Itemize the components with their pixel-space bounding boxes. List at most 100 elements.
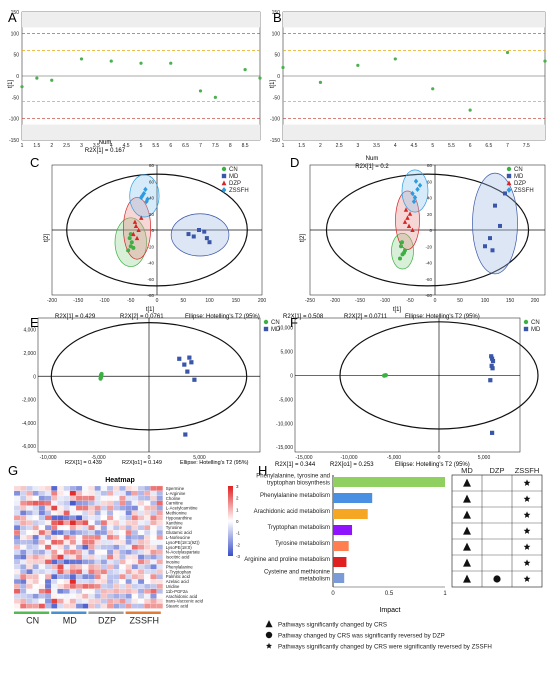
panel-c-point-zssfh	[143, 186, 148, 192]
panel-e-ytick: 4,000	[23, 328, 36, 334]
heatmap-row-label: Tyrosine	[166, 525, 183, 530]
heatmap-cell	[113, 490, 120, 496]
panel-c-legend-marker	[221, 187, 227, 193]
heatmap-cell	[51, 598, 58, 604]
heatmap-cell	[13, 569, 21, 575]
heatmap-cell	[69, 554, 77, 560]
heatmap-cell	[32, 588, 39, 594]
heatmap-cell	[144, 574, 151, 580]
heatmap-cell	[26, 485, 33, 491]
heatmap-row-label: L-Arginine	[166, 491, 186, 496]
heatmap-cell	[44, 598, 52, 604]
panel-f-point-md	[489, 354, 494, 359]
heatmap-cell	[131, 485, 139, 491]
heatmap-cell	[137, 515, 145, 521]
heatmap-cell	[125, 588, 132, 594]
panel-d-xtick: 200	[531, 298, 540, 304]
heatmap-scale-tick: 1	[236, 507, 239, 512]
panel-c-ytick: -20	[147, 244, 154, 249]
heatmap-cell	[69, 534, 77, 540]
heatmap-cell	[32, 530, 39, 536]
panel-b-xtick: 2.5	[336, 143, 343, 149]
heatmap-cell	[26, 515, 33, 521]
panel-e-point-md	[192, 377, 197, 382]
pathway-table-star-icon	[523, 511, 531, 518]
heatmap-cell	[51, 603, 58, 609]
heatmap-cell	[26, 539, 33, 545]
heatmap-cell	[119, 554, 126, 560]
heatmap-cell	[51, 559, 58, 565]
heatmap-cell	[113, 593, 120, 599]
heatmap-cell	[119, 520, 126, 526]
note-star-icon	[266, 642, 272, 649]
heatmap-cell	[113, 505, 120, 511]
heatmap-cell	[26, 549, 33, 555]
heatmap-cell	[57, 569, 64, 575]
heatmap-cell	[125, 485, 132, 491]
heatmap-cell	[125, 603, 132, 609]
heatmap-cell	[75, 544, 83, 550]
pathway-table-header: DZP	[490, 466, 505, 475]
panel-e-foot-2: R2X[o1] = 0.149	[122, 460, 162, 466]
pathway-table-header: MD	[461, 466, 473, 475]
pathway-table-star-icon	[523, 527, 531, 534]
panel-b-point	[468, 108, 472, 112]
heatmap-cell	[125, 569, 132, 575]
heatmap-cell	[75, 569, 83, 575]
heatmap-cell	[156, 490, 163, 496]
panel-a-ytick: -50	[12, 95, 19, 101]
panel-e-ytick: 0	[33, 374, 36, 380]
heatmap-cell	[88, 520, 95, 526]
panel-c-point-dzp	[139, 215, 144, 220]
panel-b-point	[505, 50, 510, 55]
panel-d-point-dzp	[403, 207, 409, 212]
heatmap-cell	[113, 603, 120, 609]
heatmap-cell	[69, 490, 77, 496]
panel-c-legend-label: ZSSFH	[229, 188, 249, 194]
panel-d-legend-marker	[506, 173, 512, 179]
panel-c-point-zssfh	[144, 198, 149, 205]
heatmap-cell	[44, 549, 52, 555]
heatmap-cell	[94, 564, 101, 570]
heatmap-cell	[137, 574, 145, 580]
heatmap-cell	[125, 554, 132, 560]
heatmap-cell	[82, 574, 89, 580]
heatmap-cell	[57, 490, 64, 496]
heatmap-cell	[20, 495, 27, 501]
panel-b-xtick: 3	[356, 143, 359, 149]
heatmap-row-label: Xanthine	[166, 520, 184, 525]
heatmap-cell	[156, 549, 163, 555]
panel-c-point-md	[186, 232, 191, 237]
heatmap-cell	[156, 593, 163, 599]
heatmap-cell	[32, 534, 39, 540]
heatmap-cell	[75, 564, 83, 570]
heatmap-cell	[100, 544, 108, 550]
panel-d-point-md	[483, 244, 487, 249]
heatmap-cell	[69, 564, 77, 570]
heatmap-cell	[119, 525, 126, 531]
panel-c-ytick: -40	[147, 261, 154, 266]
pathway-label: metabolism	[299, 577, 330, 583]
panel-d-point-zssfh	[412, 194, 418, 201]
heatmap-cell	[63, 495, 70, 501]
heatmap-cell	[150, 515, 157, 521]
heatmap-cell	[125, 593, 132, 599]
heatmap-cell	[137, 569, 145, 575]
heatmap-cell	[113, 583, 120, 589]
heatmap-cell	[150, 549, 157, 555]
heatmap-cell	[20, 588, 27, 594]
heatmap-cell	[156, 530, 163, 536]
panel-d-point-zssfh	[413, 178, 419, 184]
heatmap-cell	[20, 564, 27, 570]
panel-c-foot-1: R2X[1] = 0.429	[55, 314, 96, 320]
panel-a-xtick: 6.5	[182, 143, 189, 149]
heatmap-cell	[150, 574, 157, 580]
heatmap-cell	[106, 534, 114, 540]
heatmap-cell	[57, 495, 64, 501]
heatmap-cell	[32, 520, 39, 526]
panel-b-xtick: 7.5	[523, 143, 530, 149]
heatmap-cell	[113, 520, 120, 526]
heatmap-cell	[106, 510, 114, 516]
panel-b-xtick: 3.5	[373, 143, 380, 149]
heatmap-cell	[57, 559, 64, 565]
